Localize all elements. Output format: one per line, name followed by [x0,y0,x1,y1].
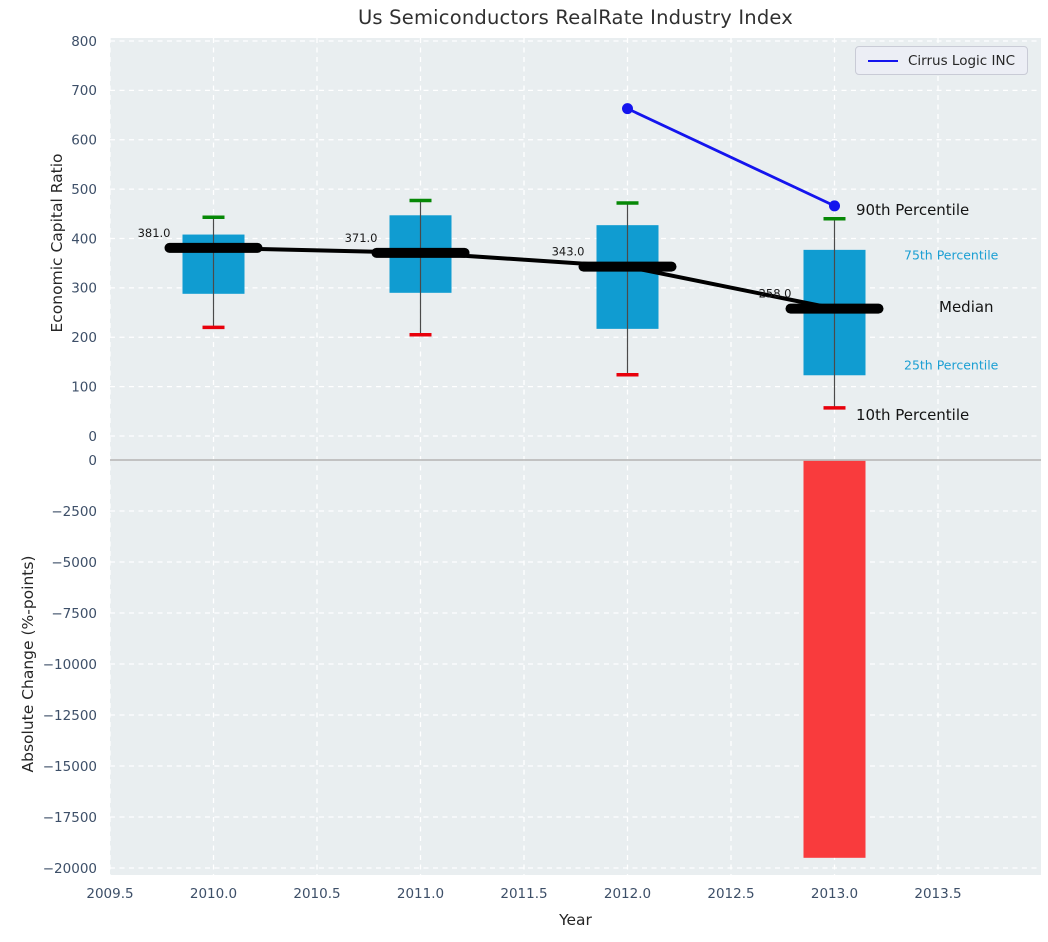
series-line [626,107,836,208]
bottom-y-tick-label: −20000 [43,861,97,877]
top-y-axis-label: Economic Capital Ratio [48,153,66,333]
plot-background [110,38,1041,875]
bottom-y-tick-label: −10000 [43,657,97,673]
series-marker [622,103,633,115]
median-value-label: 371.0 [345,231,378,245]
x-tick-label: 2011.5 [500,886,547,902]
top-y-tick-label: 600 [71,133,97,149]
median-value-label: 258.0 [759,287,792,301]
top-y-tick-label: 300 [71,281,97,297]
median-trend-line [213,245,835,311]
x-tick-label: 2010.0 [190,886,237,902]
boxplot-2012 [596,201,659,377]
annotation-75th-percentile: 75th Percentile [904,247,999,263]
series-marker [829,200,840,212]
median-value-label: 381.0 [138,226,171,240]
change-bars [803,460,866,858]
top-y-tick-label: 200 [71,330,97,346]
tick-labels: 800 700 600 500 400 300 200 100 0 0 −2500 −5000 −750… [43,34,962,902]
x-tick-label: 2012.5 [707,886,754,902]
median-trend: 381.0 371.0 343.0 258.0 [138,226,884,314]
top-y-tick-label: 800 [71,34,97,50]
change-bar-2013 [803,460,866,858]
x-tick-label: 2012.0 [604,886,651,902]
legend: Cirrus Logic INC [855,46,1029,75]
top-y-tick-label: 0 [88,429,97,445]
x-tick-label: 2010.5 [293,886,340,902]
top-y-tick-label: 400 [71,231,97,247]
x-tick-label: 2009.5 [86,886,133,902]
top-y-tick-label: 700 [71,83,97,99]
bottom-y-tick-label: −7500 [51,606,97,622]
annotation-90th-percentile: 90th Percentile [856,200,970,219]
bottom-y-tick-label: −12500 [43,708,97,724]
chart-title: Us Semiconductors RealRate Industry Inde… [357,6,794,29]
annotation-25th-percentile: 25th Percentile [904,357,999,373]
x-tick-label: 2011.0 [397,886,444,902]
top-y-tick-label: 100 [71,379,97,395]
bottom-y-tick-label: 0 [88,453,97,469]
x-tick-label: 2013.0 [811,886,858,902]
x-axis-label: Year [559,911,592,929]
bottom-y-axis-label: Absolute Change (%-points) [19,555,37,773]
legend-line-sample-icon [868,59,898,62]
series-cirrus-logic [622,103,840,212]
top-y-tick-label: 500 [71,182,97,198]
annotation-10th-percentile: 10th Percentile [856,405,970,424]
median-value-label: 343.0 [552,245,585,259]
x-tick-label: 2013.5 [914,886,961,902]
bottom-y-tick-label: −2500 [51,504,97,520]
legend-label: Cirrus Logic INC [908,52,1016,69]
bottom-y-tick-label: −17500 [43,810,97,826]
bottom-y-tick-label: −15000 [43,759,97,775]
bottom-y-tick-label: −5000 [51,555,97,571]
annotation-median: Median [939,297,994,316]
